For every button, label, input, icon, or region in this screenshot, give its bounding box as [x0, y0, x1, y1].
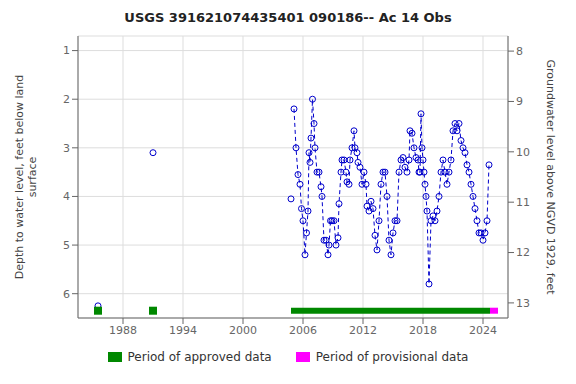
- svg-text:1994: 1994: [169, 324, 197, 337]
- svg-text:1: 1: [63, 44, 70, 57]
- svg-text:6: 6: [63, 288, 70, 301]
- svg-text:2000: 2000: [229, 324, 257, 337]
- svg-text:1988: 1988: [109, 324, 137, 337]
- html-text:USGS 391621074435401 090186--: USGS 391621074435401 090186-- Ac 14 Obs: [124, 10, 452, 25]
- svg-text:Groundwater level above NGVD 1: Groundwater level above NGVD 1929, feet: [544, 59, 557, 295]
- svg-text:10: 10: [516, 146, 530, 159]
- svg-text:3: 3: [63, 142, 70, 155]
- svg-text:Depth to water level, feet bel: Depth to water level, feet below landsur…: [13, 75, 39, 280]
- svg-text:8: 8: [516, 45, 523, 58]
- svg-text:13: 13: [516, 297, 530, 310]
- svg-text:4: 4: [63, 190, 70, 203]
- svg-text:2012: 2012: [349, 324, 377, 337]
- svg-text:9: 9: [516, 95, 523, 108]
- svg-text:2006: 2006: [289, 324, 317, 337]
- svg-text:12: 12: [516, 246, 530, 259]
- html-text:Period of provisional data: Period of provisional data: [315, 350, 469, 364]
- svg-text:2: 2: [63, 93, 70, 106]
- svg-text:11: 11: [516, 196, 530, 209]
- html-text:Period of approved data: Period of approved data: [127, 350, 272, 364]
- svg-text:2024: 2024: [469, 324, 497, 337]
- svg-text:2018: 2018: [409, 324, 437, 337]
- svg-text:5: 5: [63, 239, 70, 252]
